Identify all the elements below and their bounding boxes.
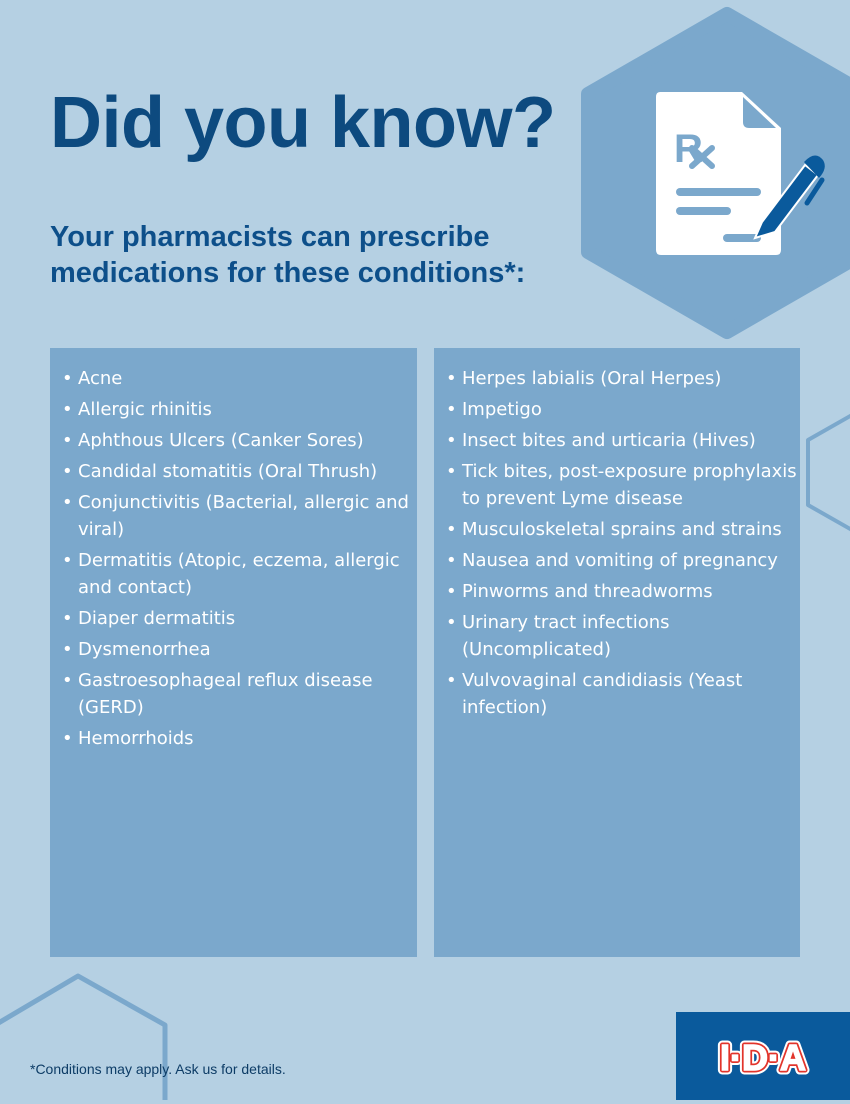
svg-text:I·D·A: I·D·A bbox=[720, 1037, 806, 1078]
list-item: Nausea and vomiting of pregnancy bbox=[446, 547, 800, 574]
list-item: Conjunctivitis (Bacterial, allergic and … bbox=[62, 489, 417, 543]
hexagon-outline-bottom-left bbox=[0, 973, 168, 1100]
list-item: Aphthous Ulcers (Canker Sores) bbox=[62, 427, 417, 454]
page-title: Did you know? bbox=[50, 83, 556, 163]
list-item: Diaper dermatitis bbox=[62, 605, 417, 632]
prescription-document-icon: R bbox=[656, 92, 781, 255]
conditions-list-left: Acne Allergic rhinitis Aphthous Ulcers (… bbox=[62, 365, 417, 752]
hexagon-outline-right bbox=[806, 413, 850, 532]
list-item: Impetigo bbox=[446, 396, 800, 423]
pen-icon bbox=[753, 155, 825, 240]
list-item: Insect bites and urticaria (Hives) bbox=[446, 427, 800, 454]
list-item: Acne bbox=[62, 365, 417, 392]
list-item: Pinworms and threadworms bbox=[446, 578, 800, 605]
conditions-list-right: Herpes labialis (Oral Herpes) Impetigo I… bbox=[446, 365, 800, 721]
svg-text:I·D·A: I·D·A bbox=[720, 1037, 806, 1078]
list-item: Hemorrhoids bbox=[62, 725, 417, 752]
footnote: *Conditions may apply. Ask us for detail… bbox=[30, 1061, 286, 1077]
ida-logo-mark: I·D·A I·D·A I·D·A bbox=[716, 1033, 811, 1083]
ida-logo: I·D·A I·D·A I·D·A bbox=[676, 1012, 850, 1100]
list-item: Dysmenorrhea bbox=[62, 636, 417, 663]
page-subtitle: Your pharmacists can prescribe medicatio… bbox=[50, 221, 526, 289]
list-item: Tick bites, post-exposure prophylaxis to… bbox=[446, 458, 800, 512]
list-item: Candidal stomatitis (Oral Thrush) bbox=[62, 458, 417, 485]
list-item: Gastroesophageal reflux disease (GERD) bbox=[62, 667, 417, 721]
conditions-panel-right: Herpes labialis (Oral Herpes) Impetigo I… bbox=[434, 348, 800, 957]
svg-text:R: R bbox=[674, 127, 703, 171]
list-item: Vulvovaginal candidiasis (Yeast infectio… bbox=[446, 667, 800, 721]
conditions-panel-left: Acne Allergic rhinitis Aphthous Ulcers (… bbox=[50, 348, 417, 957]
list-item: Dermatitis (Atopic, eczema, allergic and… bbox=[62, 547, 417, 601]
list-item: Urinary tract infections (Uncomplicated) bbox=[446, 609, 800, 663]
list-item: Allergic rhinitis bbox=[62, 396, 417, 423]
list-item: Musculoskeletal sprains and strains bbox=[446, 516, 800, 543]
svg-text:I·D·A: I·D·A bbox=[720, 1037, 806, 1078]
list-item: Herpes labialis (Oral Herpes) bbox=[446, 365, 800, 392]
